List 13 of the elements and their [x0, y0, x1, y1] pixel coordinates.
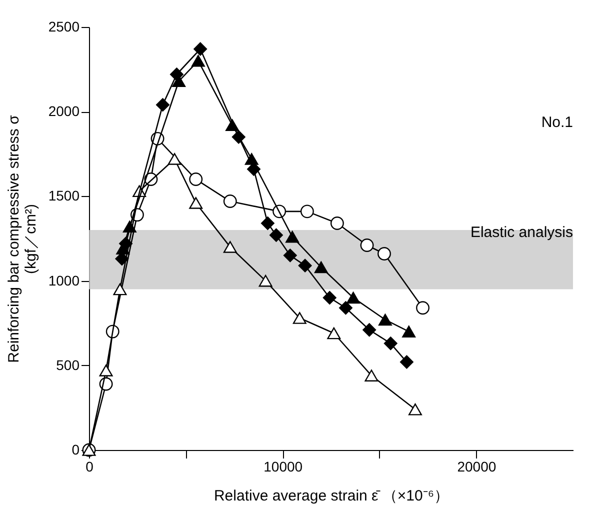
- y-tick-label: 2000: [48, 103, 80, 120]
- y-axis-title: Reinforcing bar compressive stress σ (kgf／cm²): [5, 114, 40, 363]
- y-tick-label: 1500: [48, 188, 80, 204]
- y-tick-label: 0: [72, 442, 80, 458]
- annotation: No.1: [541, 114, 573, 131]
- y-tick-label: 2500: [48, 18, 80, 34]
- y-tick-label: 1000: [48, 272, 80, 288]
- annotation: Elastic analysis: [470, 224, 573, 241]
- x-tick-label: 0: [86, 458, 94, 474]
- y-tick-label: 500: [56, 356, 80, 373]
- x-tick-label: 10000: [264, 458, 303, 474]
- x-axis-title: Relative average strain ε̄ （×10⁻⁶）: [214, 488, 450, 504]
- x-tick-label: 20000: [457, 458, 496, 474]
